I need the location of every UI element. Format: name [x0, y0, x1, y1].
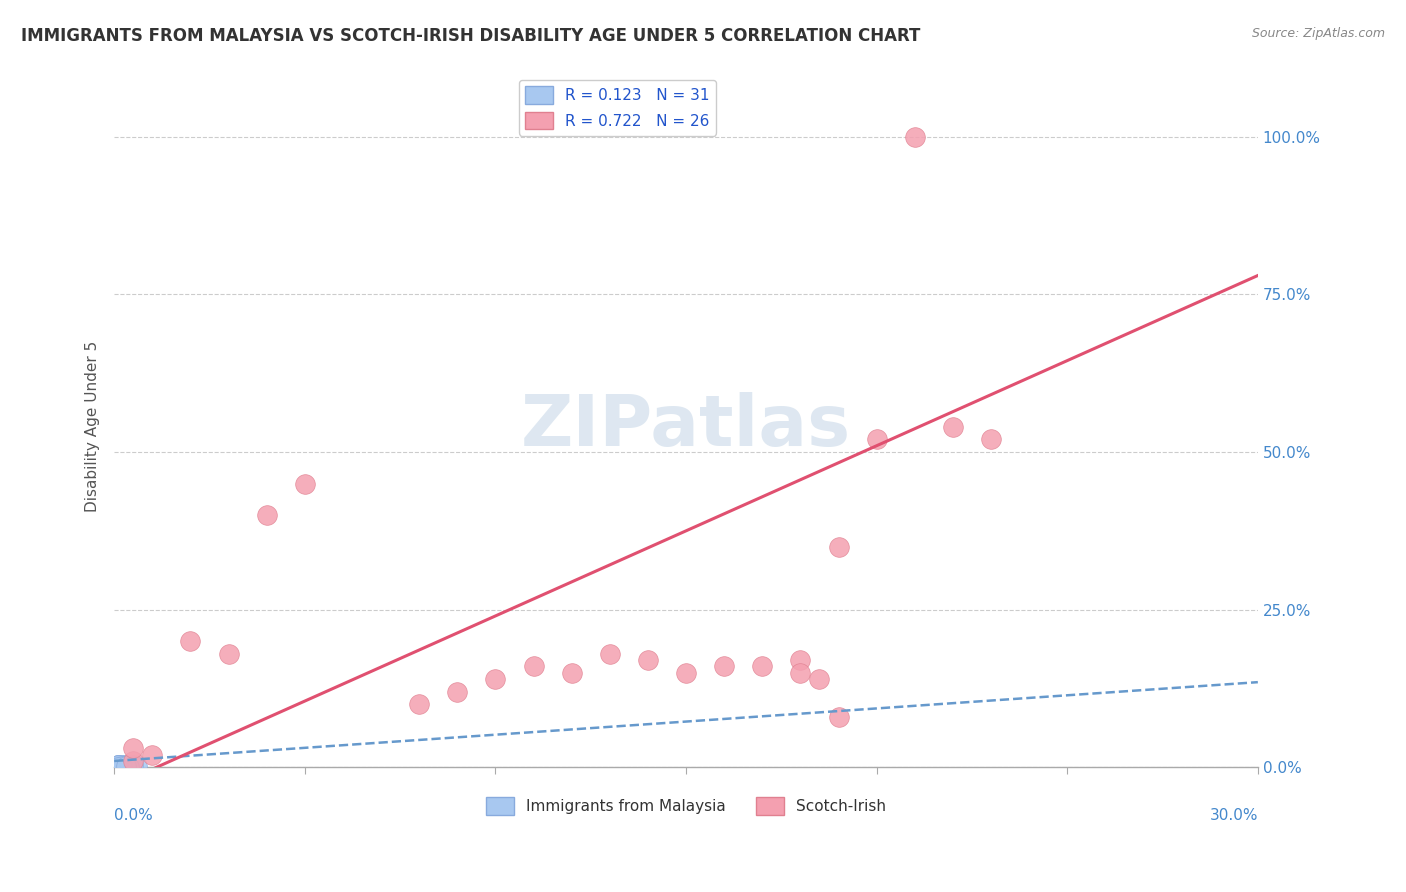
- Point: [256, 508, 278, 522]
- Text: 30.0%: 30.0%: [1209, 808, 1258, 823]
- Point: [904, 129, 927, 144]
- Point: [114, 759, 136, 773]
- Point: [118, 759, 141, 773]
- Point: [107, 759, 129, 773]
- Point: [561, 665, 583, 680]
- Point: [107, 758, 129, 772]
- Point: [114, 759, 136, 773]
- Point: [118, 759, 141, 773]
- Point: [118, 759, 141, 773]
- Point: [141, 747, 163, 762]
- Point: [675, 665, 697, 680]
- Y-axis label: Disability Age Under 5: Disability Age Under 5: [86, 341, 100, 512]
- Point: [114, 759, 136, 773]
- Point: [114, 759, 136, 773]
- Point: [114, 758, 136, 772]
- Point: [218, 647, 240, 661]
- Point: [107, 758, 129, 772]
- Point: [484, 672, 506, 686]
- Point: [107, 759, 129, 773]
- Point: [107, 759, 129, 773]
- Point: [107, 757, 129, 772]
- Point: [107, 759, 129, 773]
- Point: [118, 759, 141, 773]
- Point: [111, 759, 134, 773]
- Point: [865, 433, 887, 447]
- Point: [122, 754, 145, 768]
- Point: [114, 759, 136, 773]
- Point: [522, 659, 544, 673]
- Point: [446, 684, 468, 698]
- Text: 0.0%: 0.0%: [114, 808, 153, 823]
- Point: [599, 647, 621, 661]
- Point: [111, 759, 134, 773]
- Legend: Immigrants from Malaysia, Scotch-Irish: Immigrants from Malaysia, Scotch-Irish: [479, 791, 891, 821]
- Text: IMMIGRANTS FROM MALAYSIA VS SCOTCH-IRISH DISABILITY AGE UNDER 5 CORRELATION CHAR: IMMIGRANTS FROM MALAYSIA VS SCOTCH-IRISH…: [21, 27, 921, 45]
- Point: [122, 758, 145, 772]
- Point: [789, 653, 811, 667]
- Point: [980, 433, 1002, 447]
- Point: [111, 758, 134, 772]
- Point: [111, 759, 134, 773]
- Point: [122, 741, 145, 756]
- Point: [789, 665, 811, 680]
- Point: [111, 759, 134, 773]
- Point: [713, 659, 735, 673]
- Text: Source: ZipAtlas.com: Source: ZipAtlas.com: [1251, 27, 1385, 40]
- Text: ZIPatlas: ZIPatlas: [522, 392, 851, 461]
- Point: [107, 759, 129, 773]
- Point: [942, 419, 965, 434]
- Point: [827, 540, 849, 554]
- Point: [114, 759, 136, 773]
- Point: [637, 653, 659, 667]
- Point: [122, 759, 145, 773]
- Point: [294, 476, 316, 491]
- Point: [179, 634, 201, 648]
- Point: [808, 672, 831, 686]
- Point: [408, 697, 430, 711]
- Point: [111, 757, 134, 772]
- Point: [107, 758, 129, 772]
- Point: [751, 659, 773, 673]
- Point: [827, 710, 849, 724]
- Point: [111, 759, 134, 773]
- Point: [125, 759, 148, 773]
- Point: [111, 759, 134, 773]
